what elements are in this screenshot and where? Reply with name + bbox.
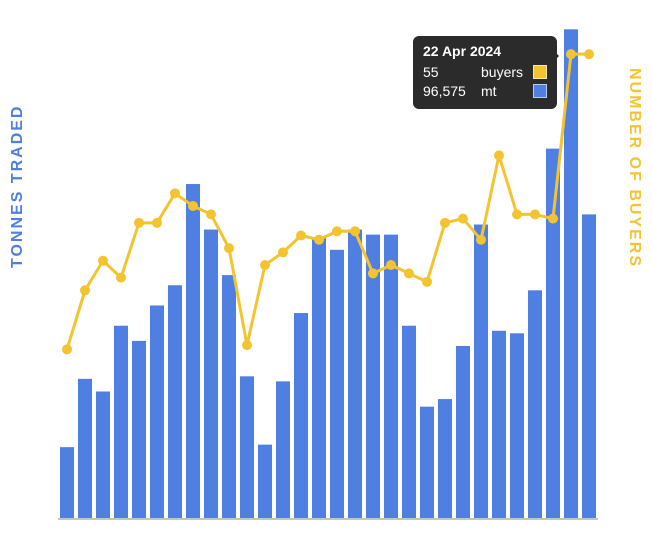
y-axis-left-label: TONNES TRADED [9,105,27,269]
bar[interactable] [474,225,488,518]
bar[interactable] [348,230,362,518]
bar[interactable] [132,341,146,518]
bar[interactable] [402,326,416,518]
tooltip-mt-swatch [533,84,547,98]
buyers-marker[interactable] [62,344,72,354]
buyers-marker[interactable] [530,209,540,219]
bar[interactable] [330,250,344,518]
buyers-marker[interactable] [242,340,252,350]
bar[interactable] [492,331,506,518]
buyers-marker[interactable] [188,201,198,211]
bar[interactable] [204,230,218,518]
bar[interactable] [384,235,398,518]
bar[interactable] [528,290,542,518]
buyers-marker[interactable] [98,256,108,266]
y-axis-right-label: NUMBER OF BUYERS [625,68,643,268]
bar[interactable] [510,333,524,518]
buyers-marker[interactable] [134,218,144,228]
tooltip-row-buyers: 55 buyers [423,63,547,82]
buyers-marker[interactable] [566,49,576,59]
bar[interactable] [420,407,434,518]
buyers-marker[interactable] [494,150,504,160]
bar[interactable] [150,305,164,518]
buyers-marker[interactable] [584,49,594,59]
buyers-marker[interactable] [422,277,432,287]
bar[interactable] [456,346,470,518]
tooltip-row-mt: 96,575 mt [423,82,547,101]
tooltip-buyers-swatch [533,65,547,79]
bar[interactable] [312,237,326,518]
buyers-marker[interactable] [512,209,522,219]
buyers-marker[interactable] [386,260,396,270]
bar[interactable] [258,445,272,518]
tooltip-mt-unit: mt [481,82,527,101]
buyers-marker[interactable] [278,247,288,257]
bar[interactable] [582,214,596,518]
buyers-marker[interactable] [170,188,180,198]
bar[interactable] [186,184,200,518]
buyers-marker[interactable] [404,268,414,278]
buyers-marker[interactable] [350,226,360,236]
buyers-marker[interactable] [206,209,216,219]
buyers-marker[interactable] [152,218,162,228]
buyers-marker[interactable] [224,243,234,253]
bar[interactable] [114,326,128,518]
buyers-marker[interactable] [458,214,468,224]
bar[interactable] [438,399,452,518]
buyers-marker[interactable] [332,226,342,236]
buyers-marker[interactable] [296,230,306,240]
bar[interactable] [168,285,182,518]
bar[interactable] [60,447,74,518]
tooltip-title: 22 Apr 2024 [423,42,547,61]
bar[interactable] [96,392,110,519]
bar[interactable] [222,275,236,518]
bar[interactable] [78,379,92,518]
buyers-marker[interactable] [368,268,378,278]
tooltip: 22 Apr 2024 55 buyers 96,575 mt [413,36,557,109]
bar[interactable] [276,381,290,518]
buyers-marker[interactable] [314,235,324,245]
bar[interactable] [294,313,308,518]
buyers-marker[interactable] [260,260,270,270]
buyers-marker[interactable] [440,218,450,228]
buyers-marker[interactable] [116,273,126,283]
bar[interactable] [240,376,254,518]
buyers-marker[interactable] [476,235,486,245]
tooltip-buyers-unit: buyers [481,63,527,82]
chart-stage: TONNES TRADED NUMBER OF BUYERS 22 Apr 20… [0,0,652,536]
buyers-marker[interactable] [80,285,90,295]
buyers-marker[interactable] [548,214,558,224]
bar[interactable] [546,149,560,518]
tooltip-mt-value: 96,575 [423,82,475,101]
tooltip-buyers-value: 55 [423,63,475,82]
